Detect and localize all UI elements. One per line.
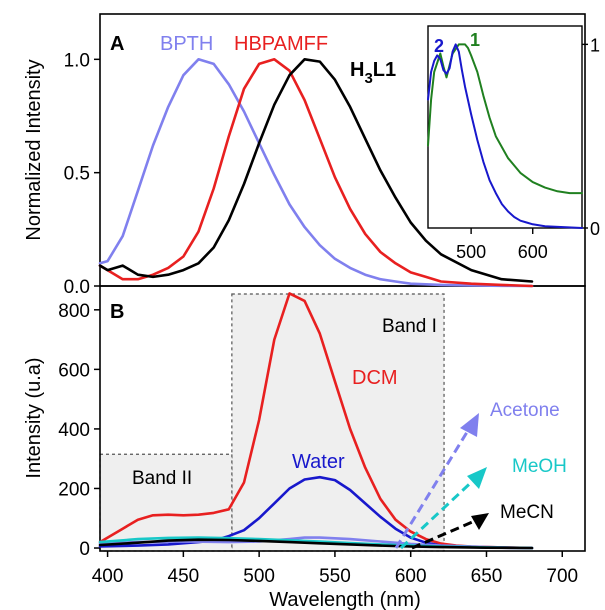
- b-xtick-label: 450: [168, 566, 200, 587]
- label-acetone: Acetone: [490, 400, 560, 421]
- label-hbpamff: HBPAMFF: [234, 33, 328, 55]
- label-mecn: MeCN: [500, 502, 554, 523]
- inset-label-1: 1: [470, 30, 480, 50]
- inset-xtick-label: 500: [456, 242, 486, 262]
- label-h3l1-h: H: [350, 59, 364, 81]
- b-ytick-label: 0: [79, 539, 90, 560]
- label-h3l1-tail: L1: [373, 59, 396, 81]
- panel-label-b: B: [110, 301, 124, 323]
- b-xtick-label: 700: [546, 566, 578, 587]
- inset-frame: [427, 25, 583, 229]
- b-series-dcm: [98, 292, 534, 550]
- band-ii-label: Band II: [132, 468, 192, 489]
- b-ytick-label: 600: [58, 360, 90, 381]
- a-series-bpth: [98, 58, 534, 288]
- b-xtick-label: 500: [243, 566, 275, 587]
- panel-label-a: A: [110, 33, 124, 55]
- x-axis-label: Wavelength (nm): [269, 589, 421, 610]
- band-regions: [99, 293, 445, 552]
- b-xtick-label: 550: [319, 566, 351, 587]
- a-series-hbpamff: [98, 58, 534, 288]
- label-h3l1-sub: 3: [364, 70, 372, 87]
- b-ytick-label: 800: [58, 301, 90, 322]
- label-dcm: DCM: [352, 367, 398, 389]
- inset-label-2: 2: [434, 36, 444, 56]
- band-i-label: Band I: [382, 316, 437, 337]
- inset-series-1: [427, 43, 583, 195]
- meoh-arrow-line: [399, 474, 480, 550]
- series-curves: [98, 43, 583, 550]
- panel-b-frame: [99, 285, 586, 552]
- b-xtick-label: 400: [92, 566, 124, 587]
- a-series-h-l1: [98, 58, 534, 283]
- arrows: [394, 413, 489, 550]
- b-ytick-label: 400: [58, 420, 90, 441]
- a-ytick-label: 1.0: [64, 50, 90, 71]
- band-region-1: [231, 293, 445, 552]
- inset-ytick-label: 1: [590, 35, 600, 55]
- a-ytick-label: 0.5: [64, 164, 90, 185]
- acetone-arrow-line: [394, 423, 474, 549]
- inset-ytick-label: 0: [590, 219, 600, 239]
- y-axis-label-a: Normalized Intensity: [23, 59, 45, 240]
- mecn-arrowhead: [471, 513, 489, 530]
- label-meoh: MeOH: [512, 456, 567, 477]
- acetone-arrowhead: [460, 413, 479, 437]
- a-ytick-label: 0.0: [64, 277, 90, 298]
- b-ytick-label: 200: [58, 479, 90, 500]
- y-axis-label-b: Intensity (u.a): [23, 357, 45, 478]
- axis-ticks: 0.0 0.5 1.0 0 200 400 600 800 400 450 500 550 600 650…: [58, 35, 600, 587]
- mecn-arrow-line: [411, 518, 478, 550]
- b-series-mecn: [98, 538, 534, 550]
- label-bpth: BPTH: [160, 33, 213, 55]
- meoh-arrowhead: [467, 467, 487, 489]
- inset-xtick-label: 600: [518, 242, 548, 262]
- label-h3l1: H3L1: [350, 59, 396, 87]
- b-xtick-label: 600: [395, 566, 427, 587]
- band-region-2: [99, 453, 233, 552]
- label-water: Water: [292, 451, 345, 473]
- inset-series-2: [427, 43, 583, 229]
- b-xtick-label: 650: [471, 566, 503, 587]
